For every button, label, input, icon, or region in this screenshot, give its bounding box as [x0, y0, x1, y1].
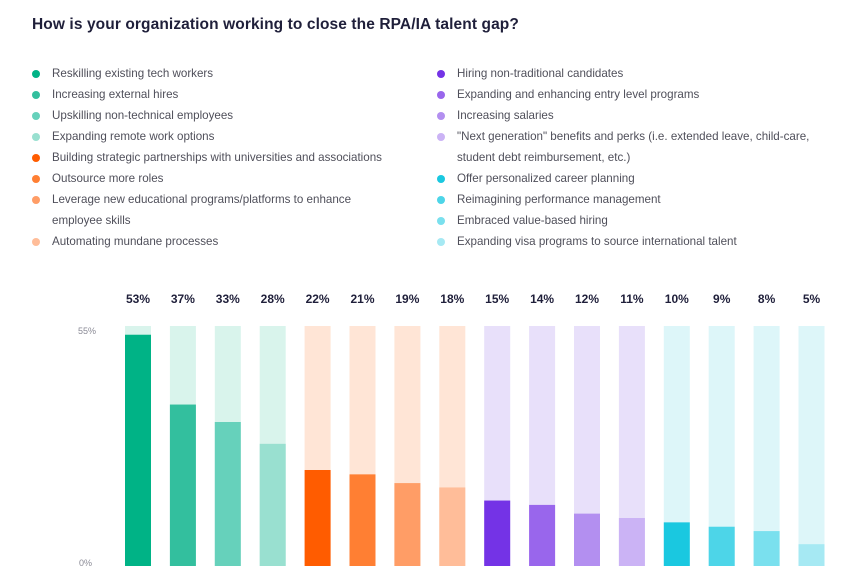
- bar-value-label: 37%: [171, 292, 195, 306]
- bar-value-label: 12%: [575, 292, 599, 306]
- bar-track: [798, 326, 825, 566]
- legend-label: "Next generation" benefits and perks (i.…: [457, 130, 810, 164]
- bar: [798, 544, 825, 566]
- bar-track: [753, 326, 780, 566]
- legend-item: Reskilling existing tech workers: [32, 63, 412, 84]
- bar-value-label: 33%: [216, 292, 240, 306]
- bar-value-label: 19%: [395, 292, 419, 306]
- bar-value-label: 5%: [803, 292, 821, 306]
- legend-item: Embraced value-based hiring: [437, 210, 837, 231]
- legend-label: Increasing external hires: [52, 88, 179, 101]
- bar: [753, 531, 780, 566]
- bar-value-label: 18%: [440, 292, 464, 306]
- legend-swatch: [32, 153, 40, 162]
- bar: [484, 500, 511, 566]
- bar-value-label: 15%: [485, 292, 509, 306]
- bar: [349, 474, 376, 566]
- bar: [663, 522, 690, 566]
- y-tick-label-bottom: 0%: [79, 558, 92, 568]
- bar: [439, 487, 466, 566]
- legend-swatch: [437, 111, 445, 120]
- legend-item: Upskilling non-technical employees: [32, 105, 412, 126]
- legend-item: Automating mundane processes: [32, 231, 412, 252]
- legend-item: "Next generation" benefits and perks (i.…: [437, 126, 837, 168]
- bar: [259, 443, 286, 566]
- legend-left-column: Reskilling existing tech workers Increas…: [32, 63, 412, 252]
- bar-value-label: 28%: [261, 292, 285, 306]
- legend-label: Building strategic partnerships with uni…: [52, 151, 382, 164]
- legend-label: Hiring non-traditional candidates: [457, 67, 624, 80]
- bar-value-label: 53%: [126, 292, 150, 306]
- bar: [529, 504, 556, 566]
- legend-swatch: [437, 90, 445, 99]
- legend-label: Expanding and enhancing entry level prog…: [457, 88, 700, 101]
- bar-value-label: 9%: [713, 292, 731, 306]
- legend-item: Increasing external hires: [32, 84, 412, 105]
- legend-label: Reimagining performance management: [457, 193, 661, 206]
- legend-swatch: [437, 237, 445, 246]
- value-labels: 53% 37% 33% 28% 22% 21% 19% 18% 15% 14% 12% 11% 10% 9…: [126, 292, 821, 306]
- legend-item: Leverage new educational programs/platfo…: [32, 189, 402, 231]
- bar: [169, 404, 196, 566]
- legend-swatch: [32, 69, 40, 78]
- bar: [708, 526, 735, 566]
- legend-label: Outsource more roles: [52, 172, 164, 185]
- legend-swatch: [32, 195, 40, 204]
- y-axis: 55% 0%: [78, 326, 96, 568]
- legend-label: Increasing salaries: [457, 109, 554, 122]
- bar: [574, 513, 600, 566]
- bar: [394, 483, 421, 566]
- legend-item: Offer personalized career planning: [437, 168, 837, 189]
- legend-item: Outsource more roles: [32, 168, 412, 189]
- legend-item: Expanding and enhancing entry level prog…: [437, 84, 837, 105]
- legend-swatch: [437, 216, 445, 225]
- legend-right-column: Hiring non-traditional candidates Expand…: [437, 63, 837, 252]
- legend-item: Expanding visa programs to source intern…: [437, 231, 837, 252]
- legend-label: Embraced value-based hiring: [457, 214, 608, 227]
- bar-value-label: 14%: [530, 292, 554, 306]
- legend-swatch: [32, 111, 40, 120]
- legend-swatch: [32, 132, 40, 141]
- bar-value-label: 11%: [620, 292, 644, 306]
- chart-title: How is your organization working to clos…: [32, 16, 519, 33]
- legend-label: Expanding remote work options: [52, 130, 215, 143]
- bar: [125, 334, 151, 566]
- legend-item: Expanding remote work options: [32, 126, 412, 147]
- legend-item: Building strategic partnerships with uni…: [32, 147, 412, 168]
- bar-value-label: 8%: [758, 292, 776, 306]
- y-tick-label-top: 55%: [78, 326, 96, 336]
- legend-item: Hiring non-traditional candidates: [437, 63, 837, 84]
- legend-label: Automating mundane processes: [52, 235, 219, 248]
- legend-swatch: [437, 195, 445, 204]
- legend-item: Increasing salaries: [437, 105, 837, 126]
- bar-track: [708, 326, 735, 566]
- bar-value-label: 22%: [306, 292, 330, 306]
- legend-swatch: [437, 69, 445, 78]
- bar: [214, 422, 241, 566]
- legend-label: Expanding visa programs to source intern…: [457, 235, 737, 248]
- legend-swatch: [32, 237, 40, 246]
- bars: [125, 334, 825, 566]
- legend-swatch: [437, 132, 445, 141]
- legend-label: Offer personalized career planning: [457, 172, 635, 185]
- legend-swatch: [32, 174, 40, 183]
- legend-swatch: [437, 174, 445, 183]
- legend-label: Reskilling existing tech workers: [52, 67, 214, 80]
- bar: [618, 518, 645, 566]
- legend-swatch: [32, 90, 40, 99]
- legend-label: Upskilling non-technical employees: [52, 109, 234, 122]
- bar: [304, 470, 331, 566]
- legend-item: Reimagining performance management: [437, 189, 837, 210]
- bar-value-label: 21%: [350, 292, 374, 306]
- legend-label: Leverage new educational programs/platfo…: [52, 193, 352, 227]
- bar-value-label: 10%: [665, 292, 689, 306]
